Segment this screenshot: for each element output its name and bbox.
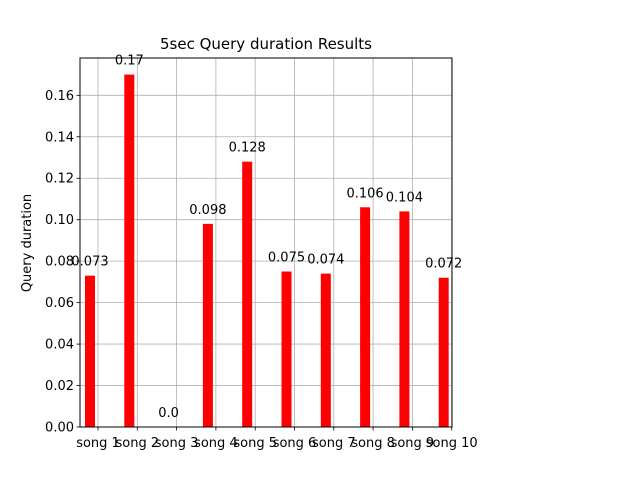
bar	[242, 161, 253, 428]
bar	[124, 74, 135, 428]
x-tick-label: song 3	[155, 436, 199, 451]
bar-value-label: 0.072	[425, 257, 462, 272]
y-tick-label: 0.06	[45, 296, 74, 311]
y-tick-label: 0.02	[45, 379, 74, 394]
bar-value-label: 0.073	[71, 255, 108, 270]
bar	[85, 275, 95, 427]
x-tick-label: song 4	[194, 436, 238, 451]
bar	[202, 223, 213, 427]
y-axis-label: Query duration	[20, 194, 35, 292]
bars	[85, 74, 449, 428]
bar-value-label: 0.098	[189, 203, 226, 218]
y-tick-label: 0.08	[45, 255, 74, 270]
value-labels: 0.073 0.17 0.0 0.098 0.128 0.075 0.074 0.106 0.1…	[71, 54, 462, 421]
x-tick-label: song 7	[312, 436, 356, 451]
y-tick-label: 0.14	[45, 130, 74, 145]
grid	[80, 58, 453, 428]
bar-value-label: 0.128	[229, 141, 266, 156]
bar	[320, 273, 331, 427]
y-tick-label: 0.12	[45, 172, 74, 187]
bar	[438, 277, 449, 427]
y-tick-label: 0.16	[45, 89, 74, 104]
bar-value-label: 0.0	[158, 406, 179, 421]
bar	[360, 207, 371, 427]
bar-value-label: 0.075	[268, 251, 305, 266]
y-tick-label: 0.04	[45, 338, 74, 353]
bar-value-label: 0.104	[386, 190, 423, 205]
bar	[281, 271, 292, 427]
x-tick-label: song 2	[115, 436, 159, 451]
x-tick-label: song 9	[391, 436, 435, 451]
bar	[399, 211, 410, 427]
x-tick-label: song 5	[233, 436, 277, 451]
y-axis-ticks: 0.00 0.02 0.04 0.06 0.08 0.10 0.12 0.14 0.16	[45, 89, 80, 436]
y-tick-label: 0.10	[45, 213, 74, 228]
x-tick-label: song 1	[76, 436, 120, 451]
x-tick-label: song 6	[273, 436, 317, 451]
bar-value-label: 0.106	[346, 186, 383, 201]
bar-value-label: 0.17	[115, 54, 144, 69]
plot-frame	[79, 57, 453, 428]
bar-value-label: 0.074	[307, 253, 344, 268]
x-tick-label: song 8	[351, 436, 395, 451]
x-tick-label: song 10	[426, 436, 478, 451]
y-tick-label: 0.00	[45, 421, 74, 436]
chart-title: 5sec Query duration Results	[160, 35, 372, 53]
